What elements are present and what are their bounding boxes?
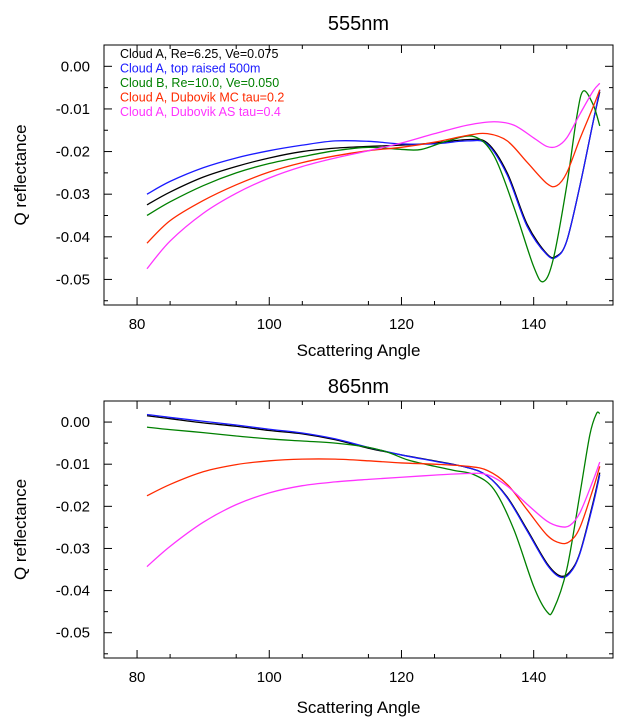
x-tick-label: 140: [521, 669, 546, 686]
y-tick-label: -0.01: [56, 456, 90, 473]
series-line-1: [146, 89, 601, 260]
y-tick-label: -0.03: [56, 186, 90, 203]
x-tick-label: 100: [257, 316, 282, 333]
x-tick-label: 140: [521, 316, 546, 333]
x-axis-label: Scattering Angle: [297, 341, 421, 360]
series-line-3: [146, 458, 601, 545]
plot-frame: [103, 400, 614, 659]
series-line-0: [146, 415, 601, 577]
y-tick-label: 0.00: [61, 414, 90, 431]
legend-entry: Cloud B, Re=10.0, Ve=0.050: [120, 76, 279, 90]
y-tick-label: -0.01: [56, 101, 90, 118]
y-tick-label: -0.03: [56, 540, 90, 557]
legend-entry: Cloud A, Dubovik AS tau=0.4: [120, 105, 281, 119]
y-tick-label: -0.02: [56, 498, 90, 515]
y-tick-label: 0.00: [61, 58, 90, 75]
legend-entry: Cloud A, Re=6.25, Ve=0.075: [120, 47, 279, 61]
y-tick-label: -0.05: [56, 271, 90, 288]
legend-entry: Cloud A, top raised 500m: [120, 62, 260, 76]
x-tick-label: 120: [389, 316, 414, 333]
y-tick-label: -0.02: [56, 144, 90, 161]
x-tick-label: 80: [129, 316, 146, 333]
y-tick-label: -0.04: [56, 229, 90, 246]
x-tick-label: 120: [389, 669, 414, 686]
series-line-3: [146, 89, 601, 244]
x-tick-label: 80: [129, 669, 146, 686]
series-line-1: [146, 413, 601, 579]
chart-title: 865nm: [328, 376, 389, 398]
chart-panel-865nm: 865nm 80 100 120 140 0.00 -0.01 -0.02 -0.03 -0.04…: [11, 376, 614, 717]
chart-panel-555nm: 555nm 80 100 120 140 0.00 -0.01 -0.02 -0.03 -0.04…: [11, 13, 614, 360]
series-line-4: [146, 461, 601, 568]
y-tick-label: -0.05: [56, 625, 90, 642]
series-line-2: [146, 411, 601, 616]
legend-entry: Cloud A, Dubovik MC tau=0.2: [120, 91, 284, 105]
chart-title: 555nm: [328, 13, 389, 35]
series-line-4: [146, 82, 601, 270]
y-axis-label: Q reflectance: [11, 479, 30, 580]
x-tick-label: 100: [257, 669, 282, 686]
x-axis-label: Scattering Angle: [297, 698, 421, 717]
y-axis-label: Q reflectance: [11, 124, 30, 225]
y-tick-label: -0.04: [56, 583, 90, 600]
series-line-2: [146, 90, 601, 283]
plot-frame: [103, 44, 614, 306]
